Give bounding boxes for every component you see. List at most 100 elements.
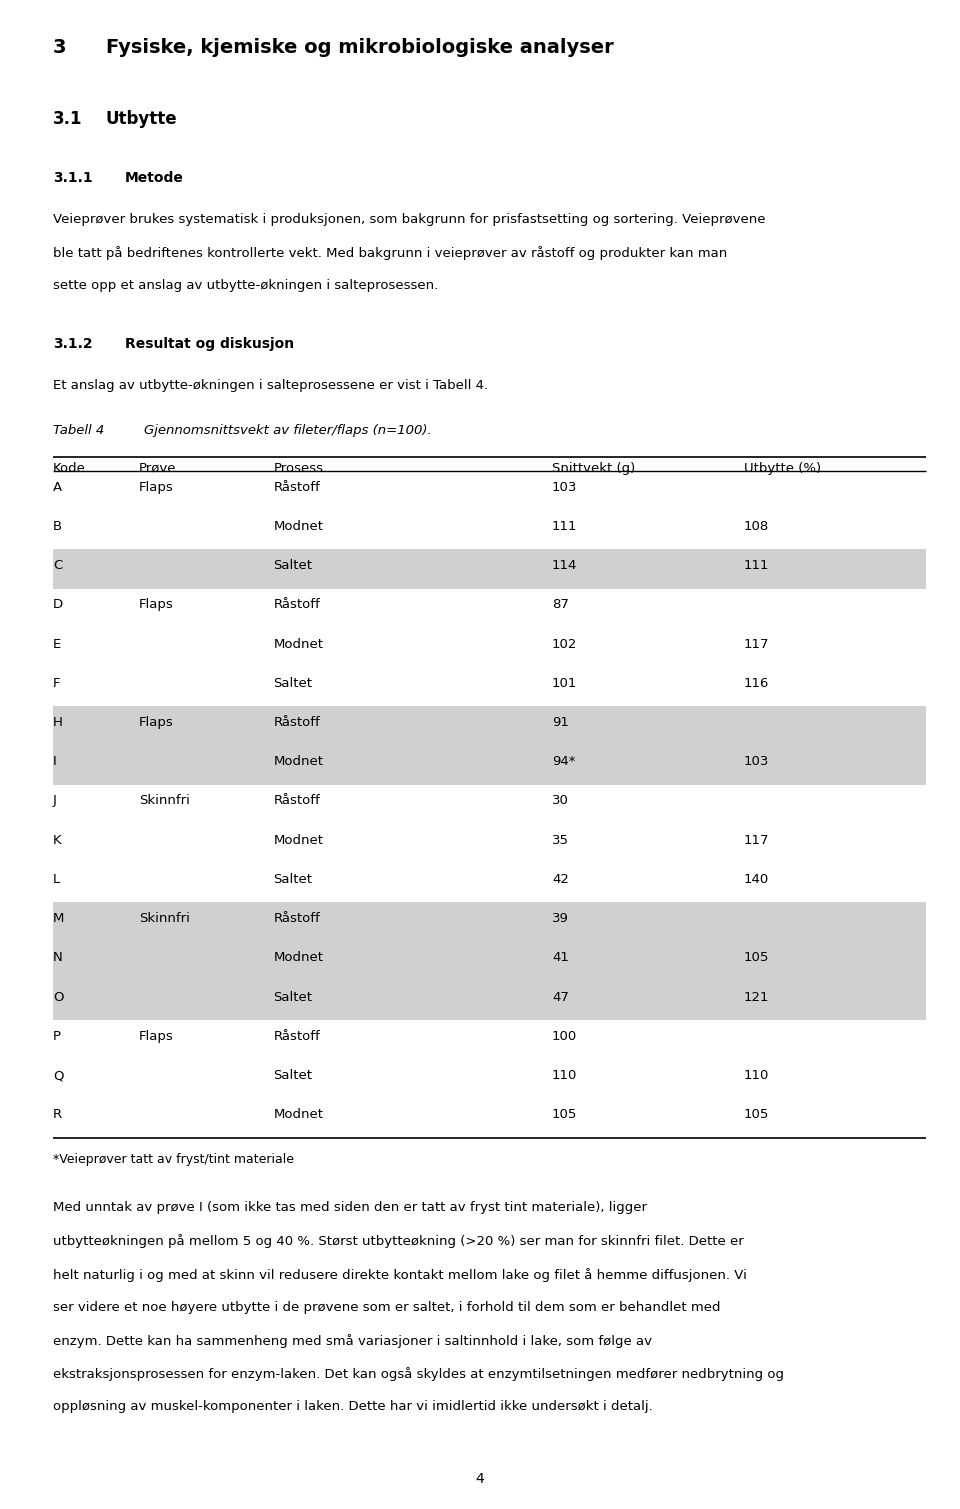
Text: Prosess: Prosess xyxy=(274,462,324,475)
Text: 105: 105 xyxy=(744,1109,769,1121)
Text: Saltet: Saltet xyxy=(274,560,313,572)
Text: Flaps: Flaps xyxy=(139,717,174,729)
Text: 121: 121 xyxy=(744,991,770,1003)
Text: Gjennomsnittsvekt av fileter/flaps (n=100).: Gjennomsnittsvekt av fileter/flaps (n=10… xyxy=(144,424,432,438)
Text: Et anslag av utbytte-økningen i salteprosessene er vist i Tabell 4.: Et anslag av utbytte-økningen i saltepro… xyxy=(53,379,488,392)
Text: Saltet: Saltet xyxy=(274,678,313,690)
Text: 41: 41 xyxy=(552,952,569,964)
Text: 105: 105 xyxy=(552,1109,577,1121)
Text: Modnet: Modnet xyxy=(274,952,324,964)
Text: Råstoff: Råstoff xyxy=(274,795,321,807)
Text: 3.1: 3.1 xyxy=(53,110,83,128)
Text: M: M xyxy=(53,913,64,925)
Bar xyxy=(53,706,926,745)
Text: 3.1.1: 3.1.1 xyxy=(53,171,92,184)
Text: 39: 39 xyxy=(552,913,569,925)
Text: oppløsning av muskel-komponenter i laken. Dette har vi imidlertid ikke undersøkt: oppløsning av muskel-komponenter i laken… xyxy=(53,1400,653,1414)
Text: helt naturlig i og med at skinn vil redusere direkte kontakt mellom lake og file: helt naturlig i og med at skinn vil redu… xyxy=(53,1268,747,1281)
Text: R: R xyxy=(53,1109,62,1121)
Text: Råstoff: Råstoff xyxy=(274,481,321,493)
Text: 91: 91 xyxy=(552,717,569,729)
Bar xyxy=(53,902,926,942)
Text: enzym. Dette kan ha sammenheng med små variasjoner i saltinnhold i lake, som føl: enzym. Dette kan ha sammenheng med små v… xyxy=(53,1334,652,1348)
Text: 110: 110 xyxy=(744,1070,769,1082)
Text: Råstoff: Råstoff xyxy=(274,1031,321,1043)
Text: Modnet: Modnet xyxy=(274,521,324,533)
Text: Saltet: Saltet xyxy=(274,991,313,1003)
Text: 94*: 94* xyxy=(552,756,575,768)
Text: 102: 102 xyxy=(552,638,577,650)
Bar xyxy=(53,942,926,981)
Text: J: J xyxy=(53,795,57,807)
Text: Fysiske, kjemiske og mikrobiologiske analyser: Fysiske, kjemiske og mikrobiologiske ana… xyxy=(106,38,613,57)
Text: E: E xyxy=(53,638,61,650)
Text: L: L xyxy=(53,874,60,886)
Text: 30: 30 xyxy=(552,795,569,807)
Text: Flaps: Flaps xyxy=(139,481,174,493)
Text: I: I xyxy=(53,756,57,768)
Text: Kode: Kode xyxy=(53,462,85,475)
Text: Med unntak av prøve I (som ikke tas med siden den er tatt av fryst tint material: Med unntak av prøve I (som ikke tas med … xyxy=(53,1201,647,1215)
Text: 110: 110 xyxy=(552,1070,577,1082)
Text: 42: 42 xyxy=(552,874,569,886)
Text: P: P xyxy=(53,1031,60,1043)
Text: N: N xyxy=(53,952,62,964)
Text: ble tatt på bedriftenes kontrollerte vekt. Med bakgrunn i veieprøver av råstoff : ble tatt på bedriftenes kontrollerte vek… xyxy=(53,246,727,260)
Text: Modnet: Modnet xyxy=(274,1109,324,1121)
Text: Utbytte: Utbytte xyxy=(106,110,178,128)
Text: 111: 111 xyxy=(744,560,770,572)
Text: Råstoff: Råstoff xyxy=(274,717,321,729)
Text: B: B xyxy=(53,521,62,533)
Text: 87: 87 xyxy=(552,599,569,611)
Text: Utbytte (%): Utbytte (%) xyxy=(744,462,821,475)
Text: Flaps: Flaps xyxy=(139,1031,174,1043)
Text: H: H xyxy=(53,717,62,729)
Text: 3: 3 xyxy=(53,38,66,57)
Text: A: A xyxy=(53,481,62,493)
Text: Q: Q xyxy=(53,1070,63,1082)
Text: 140: 140 xyxy=(744,874,769,886)
Text: F: F xyxy=(53,678,60,690)
Text: 47: 47 xyxy=(552,991,569,1003)
Text: ser videre et noe høyere utbytte i de prøvene som er saltet, i forhold til dem s: ser videre et noe høyere utbytte i de pr… xyxy=(53,1301,720,1314)
Bar xyxy=(53,981,926,1020)
Text: 114: 114 xyxy=(552,560,577,572)
Text: Flaps: Flaps xyxy=(139,599,174,611)
Text: O: O xyxy=(53,991,63,1003)
Text: Saltet: Saltet xyxy=(274,1070,313,1082)
Text: 117: 117 xyxy=(744,834,770,847)
Text: Snittvekt (g): Snittvekt (g) xyxy=(552,462,636,475)
Text: sette opp et anslag av utbytte-økningen i salteprosessen.: sette opp et anslag av utbytte-økningen … xyxy=(53,279,438,293)
Text: Skinnfri: Skinnfri xyxy=(139,795,190,807)
Bar xyxy=(53,549,926,589)
Text: Skinnfri: Skinnfri xyxy=(139,913,190,925)
Text: Modnet: Modnet xyxy=(274,756,324,768)
Text: Modnet: Modnet xyxy=(274,834,324,847)
Text: Metode: Metode xyxy=(125,171,183,184)
Text: Resultat og diskusjon: Resultat og diskusjon xyxy=(125,337,294,350)
Text: C: C xyxy=(53,560,62,572)
Text: 117: 117 xyxy=(744,638,770,650)
Text: 4: 4 xyxy=(475,1473,485,1486)
Text: 101: 101 xyxy=(552,678,577,690)
Text: 111: 111 xyxy=(552,521,578,533)
Text: *Veieprøver tatt av fryst/tint materiale: *Veieprøver tatt av fryst/tint materiale xyxy=(53,1153,294,1166)
Text: D: D xyxy=(53,599,63,611)
Text: Tabell 4: Tabell 4 xyxy=(53,424,104,438)
Text: 103: 103 xyxy=(552,481,577,493)
Text: ekstraksjonsprosessen for enzym-laken. Det kan også skyldes at enzymtilsetningen: ekstraksjonsprosessen for enzym-laken. D… xyxy=(53,1367,783,1381)
Text: utbytteøkningen på mellom 5 og 40 %. Størst utbytteøkning (>20 %) ser man for sk: utbytteøkningen på mellom 5 og 40 %. Stø… xyxy=(53,1234,744,1248)
Text: Prøve: Prøve xyxy=(139,462,177,475)
Text: 116: 116 xyxy=(744,678,769,690)
Text: Råstoff: Råstoff xyxy=(274,599,321,611)
Text: 103: 103 xyxy=(744,756,769,768)
Text: Modnet: Modnet xyxy=(274,638,324,650)
Text: 3.1.2: 3.1.2 xyxy=(53,337,92,350)
Text: 105: 105 xyxy=(744,952,769,964)
Text: Saltet: Saltet xyxy=(274,874,313,886)
Text: Råstoff: Råstoff xyxy=(274,913,321,925)
Text: 100: 100 xyxy=(552,1031,577,1043)
Text: 35: 35 xyxy=(552,834,569,847)
Text: K: K xyxy=(53,834,61,847)
Text: 108: 108 xyxy=(744,521,769,533)
